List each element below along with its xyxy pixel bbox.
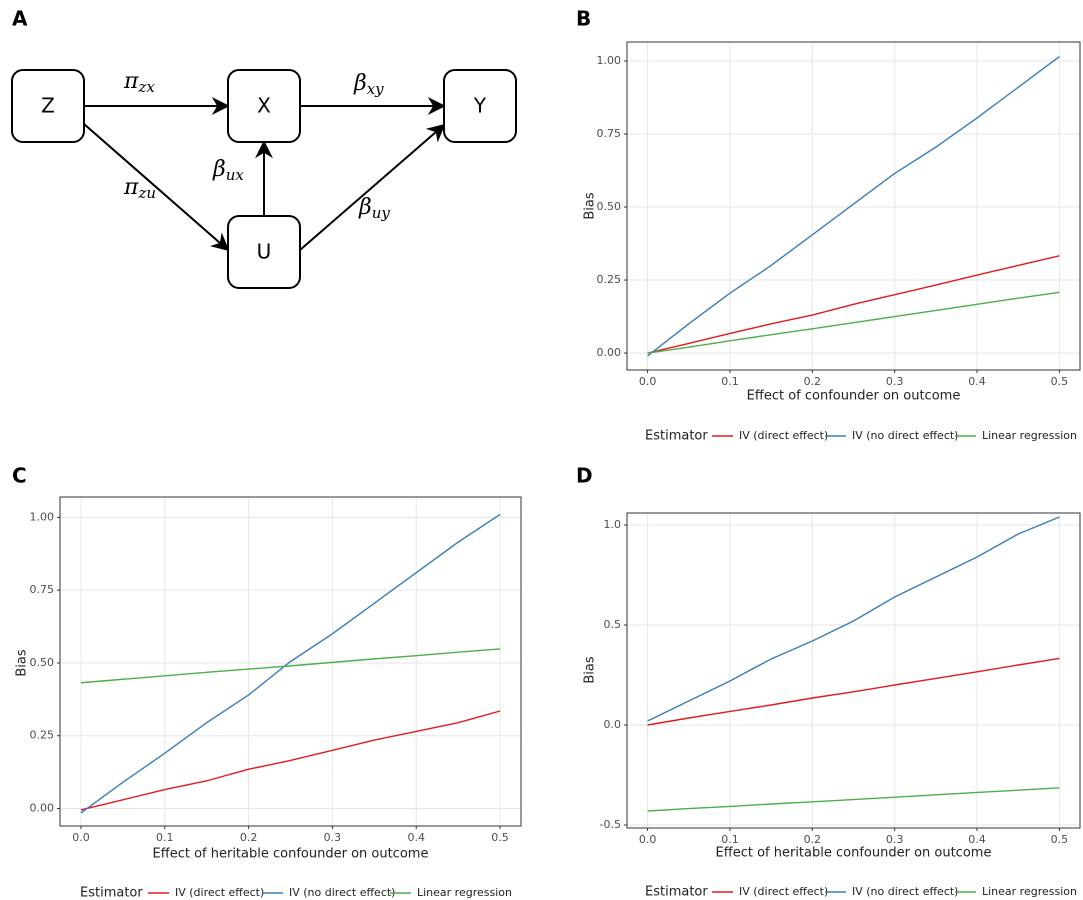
series-line bbox=[647, 255, 1060, 354]
x-tick-label: 0.2 bbox=[240, 831, 258, 844]
node-box bbox=[11, 69, 85, 143]
x-tick-label: 0.1 bbox=[721, 375, 739, 388]
series-line bbox=[647, 516, 1060, 722]
x-tick-label: 0.4 bbox=[407, 831, 425, 844]
y-tick-label: 0.25 bbox=[30, 729, 55, 742]
node-label: Z bbox=[41, 94, 55, 118]
diagram bbox=[11, 69, 517, 289]
y-axis-title: Bias bbox=[15, 649, 30, 676]
x-tick-label: 0.0 bbox=[639, 375, 657, 388]
symbol: β bbox=[358, 195, 372, 220]
subscript: ux bbox=[226, 166, 245, 184]
legend-label: IV (no direct effect) bbox=[852, 429, 958, 442]
subscript: zu bbox=[137, 184, 156, 202]
legend-label: Linear regression bbox=[982, 429, 1077, 442]
y-axis-title: Bias bbox=[583, 192, 598, 219]
edge-label: βxy bbox=[353, 71, 384, 98]
symbol: β bbox=[212, 157, 226, 182]
y-tick-label: 0.75 bbox=[30, 583, 55, 596]
subscript: uy bbox=[372, 204, 391, 222]
subscript: xy bbox=[367, 80, 384, 98]
series-line bbox=[647, 56, 1060, 357]
legend-title: Estimator bbox=[80, 886, 143, 900]
symbol: β bbox=[353, 71, 367, 96]
legend-title: Estimator bbox=[645, 429, 708, 444]
arrow bbox=[299, 123, 446, 251]
series-line bbox=[647, 787, 1060, 812]
edge-label: πzx bbox=[123, 69, 155, 96]
x-tick-label: 0.3 bbox=[886, 375, 904, 388]
node-label: U bbox=[257, 240, 272, 264]
x-tick-label: 0.4 bbox=[968, 375, 986, 388]
subscript: zx bbox=[137, 78, 155, 96]
y-tick-label: 1.00 bbox=[30, 510, 55, 523]
arrow bbox=[83, 123, 230, 252]
legend-label: IV (no direct effect) bbox=[852, 885, 958, 898]
x-tick-label: 0.0 bbox=[639, 833, 657, 846]
legend-label: IV (direct effect) bbox=[739, 429, 828, 442]
y-tick-label: 0.25 bbox=[597, 273, 622, 286]
edge-label: βux bbox=[212, 157, 244, 184]
panel-label: D bbox=[576, 464, 593, 488]
legend-label: Linear regression bbox=[417, 886, 512, 899]
symbol: π bbox=[123, 175, 139, 200]
x-tick-label: 0.5 bbox=[1051, 375, 1069, 388]
x-tick-label: 0.3 bbox=[324, 831, 342, 844]
y-tick-label: 0.50 bbox=[30, 656, 55, 669]
series-line bbox=[80, 648, 501, 684]
y-tick-label: 1.0 bbox=[604, 518, 622, 531]
legend-title: Estimator bbox=[645, 885, 708, 900]
x-tick-label: 0.1 bbox=[156, 831, 174, 844]
series-line bbox=[647, 657, 1060, 726]
x-axis-title: Effect of heritable confounder on outcom… bbox=[716, 846, 992, 861]
y-tick-label: 0.50 bbox=[597, 200, 622, 213]
x-tick-label: 0.3 bbox=[886, 833, 904, 846]
x-tick-label: 0.0 bbox=[72, 831, 90, 844]
y-tick-label: 0.00 bbox=[597, 346, 622, 359]
x-tick-label: 0.2 bbox=[804, 375, 822, 388]
edge-label: πzu bbox=[123, 175, 156, 202]
x-tick-label: 0.2 bbox=[804, 833, 822, 846]
plot-border bbox=[626, 41, 1081, 371]
y-tick-label: 0.00 bbox=[30, 802, 55, 815]
edge-label: βuy bbox=[358, 195, 390, 222]
legend-label: Linear regression bbox=[982, 885, 1077, 898]
plot-border bbox=[59, 496, 522, 827]
y-tick-label: 0.75 bbox=[597, 127, 622, 140]
y-axis-title: Bias bbox=[583, 656, 598, 683]
series-line bbox=[80, 710, 501, 811]
legend-label: IV (no direct effect) bbox=[289, 886, 395, 899]
y-tick-label: 0.0 bbox=[604, 718, 622, 731]
y-tick-label: 1.00 bbox=[597, 54, 622, 67]
node-label: X bbox=[257, 94, 271, 118]
x-tick-label: 0.5 bbox=[491, 831, 509, 844]
panel-label: B bbox=[576, 7, 591, 31]
node-box bbox=[227, 215, 301, 289]
x-axis-title: Effect of confounder on outcome bbox=[747, 389, 961, 404]
series-line bbox=[647, 291, 1060, 354]
y-tick-label: -0.5 bbox=[600, 818, 621, 831]
x-axis-title: Effect of heritable confounder on outcom… bbox=[153, 847, 429, 862]
panel-label: C bbox=[12, 464, 27, 488]
node-label: Y bbox=[473, 94, 487, 118]
legend-label: IV (direct effect) bbox=[739, 885, 828, 898]
y-tick-label: 0.5 bbox=[604, 618, 622, 631]
symbol: π bbox=[123, 69, 139, 94]
panel-label: A bbox=[12, 7, 28, 31]
plot-border bbox=[626, 512, 1081, 829]
node-box bbox=[227, 69, 301, 143]
x-tick-label: 0.4 bbox=[968, 833, 986, 846]
legend-label: IV (direct effect) bbox=[175, 886, 264, 899]
x-tick-label: 0.1 bbox=[721, 833, 739, 846]
x-tick-label: 0.5 bbox=[1051, 833, 1069, 846]
series-line bbox=[80, 513, 501, 814]
node-box bbox=[443, 69, 517, 143]
